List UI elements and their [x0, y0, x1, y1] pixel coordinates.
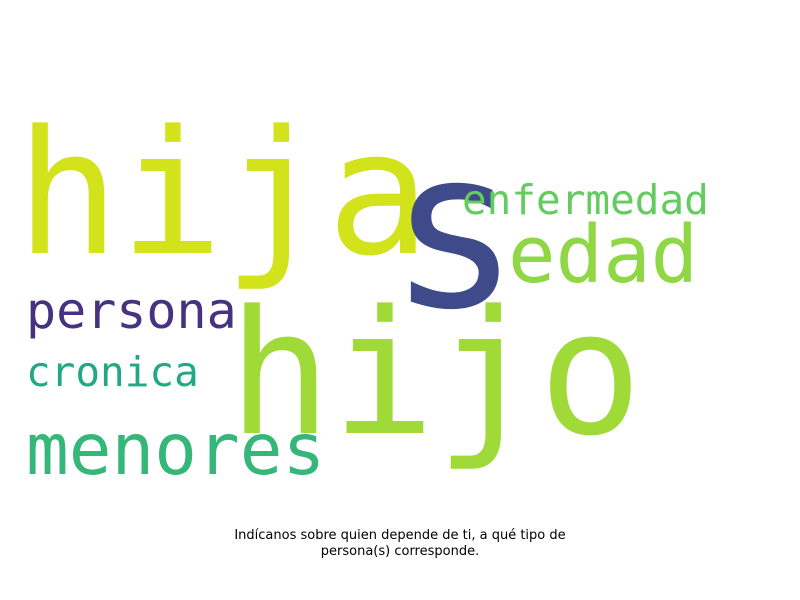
word-cloud: hija s enfermedad edad persona hijo cron…: [16, 93, 709, 491]
word-enfermedad: enfermedad: [462, 176, 709, 224]
word-persona: persona: [26, 282, 237, 340]
word-hija: hija: [16, 93, 431, 294]
word-hijo: hijo: [228, 273, 643, 474]
word-edad: edad: [508, 209, 699, 301]
caption-line-1: Indícanos sobre quien depende de ti, a q…: [234, 528, 566, 543]
word-menores: menores: [26, 408, 326, 491]
word-s: s: [388, 102, 521, 358]
word-cronica: cronica: [26, 348, 199, 396]
caption: Indícanos sobre quien depende de ti, a q…: [150, 528, 650, 560]
caption-line-2: persona(s) corresponde.: [320, 544, 480, 559]
